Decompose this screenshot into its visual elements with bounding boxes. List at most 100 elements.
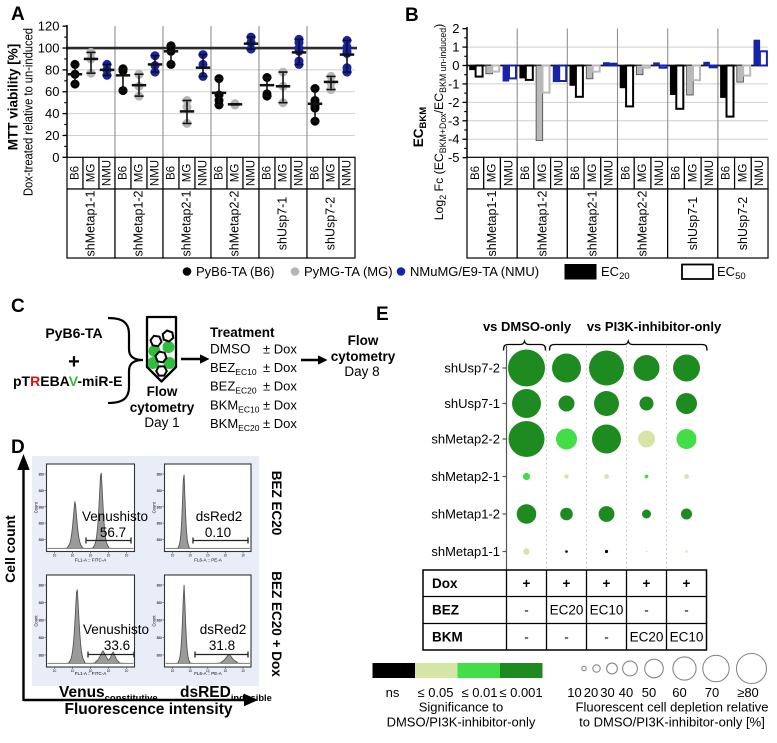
- svg-text:shUsp7-1: shUsp7-1: [444, 396, 500, 411]
- svg-text:10: 10: [241, 554, 245, 558]
- svg-text:50: 50: [642, 685, 656, 700]
- svg-text:888: 888: [157, 654, 163, 658]
- svg-text:-: -: [684, 603, 689, 618]
- svg-text:MG: MG: [537, 164, 549, 183]
- svg-text:≥80: ≥80: [737, 685, 759, 700]
- svg-text:B6: B6: [70, 166, 82, 180]
- svg-text:Venushisto: Venushisto: [83, 622, 149, 637]
- svg-text:B6: B6: [214, 166, 226, 180]
- svg-text:888: 888: [157, 489, 163, 493]
- svg-text:B6: B6: [570, 166, 582, 180]
- svg-text:888: 888: [157, 636, 163, 640]
- svg-text:vs DMSO-only: vs DMSO-only: [483, 319, 572, 334]
- svg-text:Flow: Flow: [147, 384, 178, 399]
- svg-text:shMetap2-2: shMetap2-2: [431, 432, 500, 447]
- svg-text:NMU: NMU: [754, 160, 766, 186]
- svg-text:10: 10: [89, 669, 93, 673]
- svg-text:888: 888: [157, 619, 163, 623]
- svg-text:888: 888: [39, 473, 45, 477]
- svg-text:MTT viability [%]: MTT viability [%]: [6, 44, 21, 151]
- svg-text:10: 10: [206, 554, 210, 558]
- svg-text:0.10: 0.10: [205, 525, 231, 540]
- svg-text:NMU: NMU: [503, 160, 515, 186]
- svg-text:shUsp7-1: shUsp7-1: [276, 197, 290, 251]
- svg-text:Fluorescence intensity: Fluorescence intensity: [65, 701, 233, 718]
- svg-text:shUsp7-2: shUsp7-2: [444, 361, 500, 376]
- svg-text:888: 888: [157, 473, 163, 477]
- svg-text:Significance to: Significance to: [419, 700, 504, 715]
- svg-text:80: 80: [45, 62, 59, 77]
- svg-text:Dox-treated relative to un-ind: Dox-treated relative to un-induced: [22, 28, 36, 196]
- svg-text:shMetap2-1: shMetap2-1: [431, 469, 500, 484]
- svg-text:888: 888: [39, 601, 45, 605]
- svg-text:≤ 0.05: ≤ 0.05: [417, 685, 453, 700]
- svg-text:20: 20: [584, 685, 598, 700]
- svg-text:Dox: Dox: [432, 576, 458, 591]
- svg-text:20: 20: [45, 128, 59, 143]
- svg-text:10: 10: [171, 669, 175, 673]
- svg-text:Count: Count: [152, 501, 157, 513]
- svg-text:E: E: [376, 304, 389, 325]
- svg-text:-: -: [524, 603, 529, 618]
- svg-text:+: +: [643, 576, 651, 591]
- svg-text:-: -: [524, 629, 529, 644]
- svg-text:NMU: NMU: [604, 160, 616, 186]
- svg-text:70: 70: [705, 685, 719, 700]
- svg-text:31.8: 31.8: [209, 638, 235, 653]
- svg-text:NMU: NMU: [554, 160, 566, 186]
- svg-text:NMU: NMU: [654, 160, 666, 186]
- svg-text:Day 1: Day 1: [144, 415, 179, 430]
- svg-text:EC20: EC20: [630, 629, 664, 644]
- svg-text:888: 888: [39, 636, 45, 640]
- svg-text:shMetap1-1: shMetap1-1: [84, 190, 98, 256]
- svg-text:10: 10: [224, 554, 228, 558]
- svg-text:B6: B6: [671, 166, 683, 180]
- svg-text:NMU: NMU: [342, 160, 354, 186]
- svg-text:10: 10: [125, 554, 129, 558]
- svg-text:NMU: NMU: [150, 160, 162, 186]
- svg-text:10: 10: [224, 669, 228, 673]
- svg-text:MG: MG: [637, 164, 649, 183]
- svg-text:shMetap2-1: shMetap2-1: [180, 190, 194, 256]
- svg-text:+: +: [68, 351, 80, 373]
- svg-text:888: 888: [39, 505, 45, 509]
- svg-text:40: 40: [45, 106, 59, 121]
- svg-text:60: 60: [45, 84, 59, 99]
- svg-text:shMetap1-2: shMetap1-2: [431, 507, 500, 522]
- svg-text:EC10: EC10: [670, 629, 704, 644]
- svg-text:MG: MG: [326, 164, 338, 183]
- svg-text:shMetap2-1: shMetap2-1: [585, 190, 599, 256]
- svg-text:Count: Count: [34, 501, 39, 513]
- svg-text:888: 888: [39, 522, 45, 526]
- svg-text:EC20: EC20: [550, 603, 584, 618]
- svg-text:NMU: NMU: [294, 160, 306, 186]
- svg-text:FL6-A :: PE-A: FL6-A :: PE-A: [194, 558, 222, 563]
- svg-text:Count: Count: [34, 615, 39, 627]
- svg-text:10: 10: [71, 669, 75, 673]
- svg-text:888: 888: [157, 601, 163, 605]
- svg-text:888: 888: [157, 522, 163, 526]
- svg-text:B6: B6: [620, 166, 632, 180]
- svg-text:vs PI3K-inhibitor-only: vs PI3K-inhibitor-only: [587, 319, 722, 334]
- svg-text:10: 10: [107, 669, 111, 673]
- svg-text:DMSO/PI3K-inhibitor-only: DMSO/PI3K-inhibitor-only: [387, 715, 536, 730]
- svg-text:Flow: Flow: [348, 333, 379, 348]
- svg-text:shUsp7-1: shUsp7-1: [686, 197, 700, 251]
- svg-text:10: 10: [125, 669, 129, 673]
- svg-text:NMU: NMU: [102, 160, 114, 186]
- svg-text:shMetap2-2: shMetap2-2: [636, 190, 650, 256]
- svg-text:cytometry: cytometry: [331, 349, 396, 364]
- svg-text:to DMSO/PI3K-inhibitor-only [%: to DMSO/PI3K-inhibitor-only [%]: [579, 715, 765, 730]
- svg-text:-1: -1: [448, 76, 460, 91]
- svg-text:888: 888: [39, 654, 45, 658]
- svg-text:120: 120: [38, 19, 60, 34]
- svg-text:10: 10: [53, 554, 57, 558]
- svg-text:100: 100: [38, 41, 60, 56]
- svg-text:FL6-A :: PE-A: FL6-A :: PE-A: [194, 671, 222, 676]
- svg-text:Count: Count: [152, 615, 157, 627]
- svg-text:shMetap2-2: shMetap2-2: [228, 190, 242, 256]
- svg-text:shMetap1-2: shMetap1-2: [535, 190, 549, 256]
- svg-text:DMSO: DMSO: [210, 342, 251, 357]
- svg-text:B6: B6: [520, 166, 532, 180]
- svg-text:A: A: [11, 4, 25, 25]
